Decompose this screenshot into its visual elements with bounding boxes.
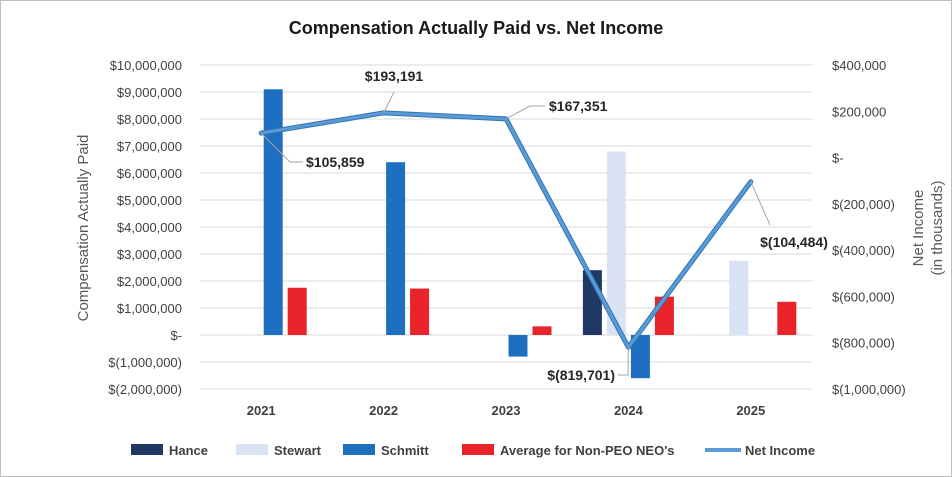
y-tick-label-right: $- <box>832 151 844 166</box>
callout-leader <box>505 105 545 120</box>
y-tick-label-left: $(1,000,000) <box>108 355 182 370</box>
bar-average-for-non-peo-neo-s <box>777 301 797 335</box>
y-tick-label-right: $(1,000,000) <box>832 382 906 397</box>
net-income-data-label: $105,859 <box>306 154 365 170</box>
y-tick-label-left: $6,000,000 <box>117 166 182 181</box>
bar-stewart <box>729 260 749 335</box>
y-tick-label-left: $7,000,000 <box>117 139 182 154</box>
bar-average-for-non-peo-neo-s <box>532 326 552 335</box>
bar-stewart <box>606 151 626 335</box>
net-income-line-shadow <box>258 110 754 350</box>
x-tick-label: 2024 <box>614 403 644 418</box>
y-axis-right-label-line1: Net Income <box>910 190 927 267</box>
y-tick-label-right: $(400,000) <box>832 243 895 258</box>
net-income-data-label: $(819,701) <box>547 367 615 383</box>
legend-label: Schmitt <box>381 443 429 458</box>
bar-average-for-non-peo-neo-s <box>287 287 307 335</box>
y-tick-label-left: $1,000,000 <box>117 301 182 316</box>
y-tick-label-left: $5,000,000 <box>117 193 182 208</box>
bar-schmitt <box>508 335 528 357</box>
y-tick-label-right: $400,000 <box>832 58 886 73</box>
callout-leader <box>618 347 629 376</box>
y-tick-label-left: $10,000,000 <box>110 58 182 73</box>
x-tick-label: 2023 <box>492 403 521 418</box>
bar-schmitt <box>386 162 406 335</box>
legend-label: Hance <box>169 443 208 458</box>
callout-leader <box>750 181 771 226</box>
chart-title: Compensation Actually Paid vs. Net Incom… <box>289 18 663 38</box>
y-tick-label-left: $2,000,000 <box>117 274 182 289</box>
bar-average-for-non-peo-neo-s <box>410 288 430 335</box>
y-tick-label-right: $200,000 <box>832 104 886 119</box>
x-tick-label: 2021 <box>247 403 276 418</box>
legend-label: Net Income <box>745 443 815 458</box>
callout-leader <box>260 132 303 163</box>
net-income-data-label: $167,351 <box>549 98 608 114</box>
y-tick-label-left: $3,000,000 <box>117 247 182 262</box>
y-axis-left-label: Compensation Actually Paid <box>75 135 92 322</box>
y-axis-right-label-line2: (in thousands) <box>929 180 946 275</box>
legend-swatch <box>462 444 494 455</box>
x-tick-label: 2025 <box>736 403 765 418</box>
y-tick-label-right: $(200,000) <box>832 197 895 212</box>
legend-label: Average for Non-PEO NEO's <box>500 443 675 458</box>
legend-swatch <box>343 444 375 455</box>
y-tick-label-right: $(600,000) <box>832 289 895 304</box>
y-tick-label-right: $(800,000) <box>832 336 895 351</box>
y-tick-label-left: $9,000,000 <box>117 85 182 100</box>
y-tick-label-left: $(2,000,000) <box>108 382 182 397</box>
legend-label: Stewart <box>274 443 322 458</box>
y-tick-label-left: $- <box>170 328 182 343</box>
bar-schmitt <box>630 335 650 379</box>
legend-swatch <box>131 444 163 455</box>
x-tick-label: 2022 <box>369 403 398 418</box>
net-income-data-label: $193,191 <box>365 68 424 84</box>
bar-schmitt <box>263 89 283 335</box>
net-income-data-label: $(104,484) <box>760 234 828 250</box>
callout-leader <box>383 91 395 114</box>
net-income-line <box>259 111 753 349</box>
legend-swatch <box>236 444 268 455</box>
y-tick-label-left: $8,000,000 <box>117 112 182 127</box>
y-tick-label-left: $4,000,000 <box>117 220 182 235</box>
